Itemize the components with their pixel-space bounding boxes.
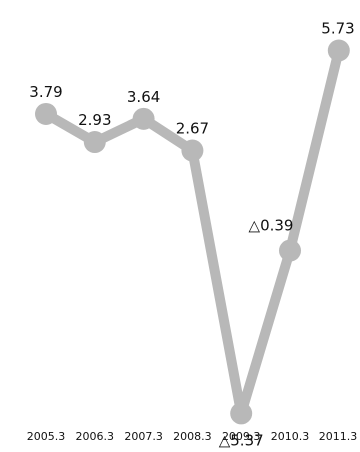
data-point bbox=[327, 39, 350, 62]
data-label: △5.37 bbox=[219, 431, 264, 449]
x-tick-label: 2007.3 bbox=[124, 430, 163, 443]
x-tick-label: 2008.3 bbox=[173, 430, 212, 443]
data-label: 3.64 bbox=[127, 88, 160, 106]
data-label: 2.93 bbox=[78, 111, 111, 129]
x-tick-label: 2009.3 bbox=[222, 430, 261, 443]
x-tick-label: 2005.3 bbox=[27, 430, 66, 443]
x-tick-label: 2011.3 bbox=[319, 430, 358, 443]
data-label: 2.67 bbox=[176, 120, 209, 138]
data-label: △0.39 bbox=[249, 217, 294, 235]
x-tick-label: 2006.3 bbox=[76, 430, 115, 443]
data-labels: 3.79 2.93 3.64 2.67 △5.37 △0.39 5.73 bbox=[29, 20, 354, 450]
series-layer bbox=[35, 39, 350, 425]
data-point bbox=[230, 402, 253, 425]
data-point bbox=[83, 131, 106, 154]
data-point bbox=[279, 239, 301, 262]
data-label: 5.73 bbox=[321, 20, 354, 38]
x-tick-label: 2010.3 bbox=[271, 430, 310, 443]
data-label: 3.79 bbox=[29, 83, 62, 101]
data-point bbox=[35, 102, 57, 125]
data-point bbox=[132, 107, 155, 130]
x-axis: 2005.3 2006.3 2007.3 2008.3 2009.3 2010.3 2011… bbox=[27, 430, 358, 443]
data-point bbox=[181, 139, 204, 162]
series-line bbox=[41, 45, 344, 419]
